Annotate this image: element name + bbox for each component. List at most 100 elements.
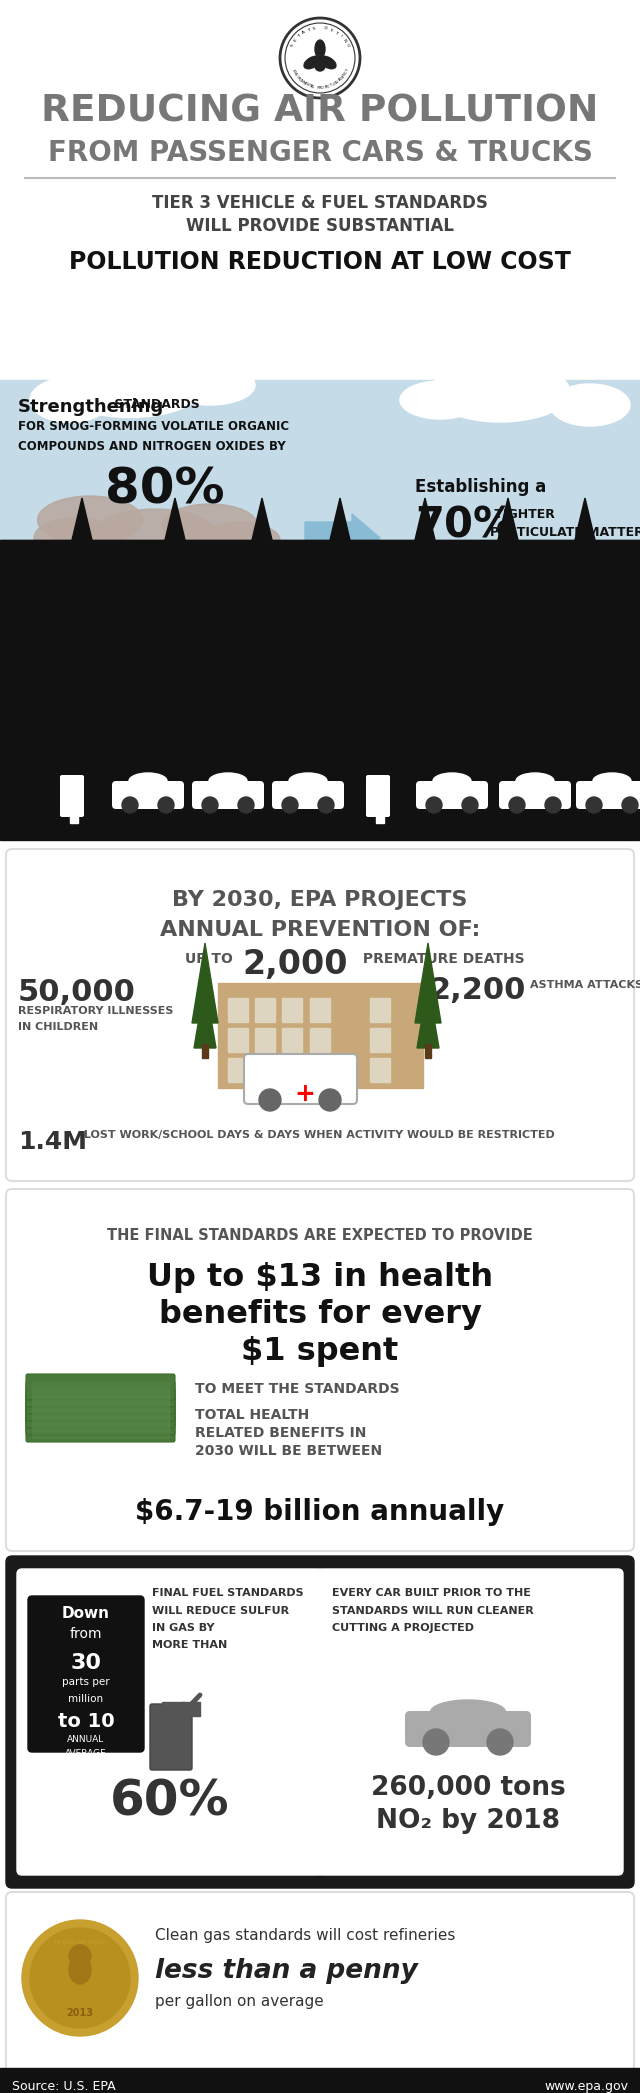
Bar (372, 540, 386, 571)
Text: less than a penny: less than a penny (155, 1957, 418, 1984)
Text: N: N (299, 80, 303, 84)
Ellipse shape (433, 772, 471, 789)
Text: +: + (294, 1082, 316, 1105)
Text: R: R (319, 86, 321, 90)
Ellipse shape (593, 772, 631, 789)
Ellipse shape (163, 504, 257, 546)
FancyBboxPatch shape (26, 1409, 175, 1436)
Bar (354, 540, 372, 582)
Text: $6.7-19 billion annually: $6.7-19 billion annually (136, 1499, 504, 1526)
Bar (284, 540, 294, 588)
Text: PREMATURE DEATHS: PREMATURE DEATHS (358, 952, 525, 967)
Text: ASTHMA ATTACKS: ASTHMA ATTACKS (530, 980, 640, 990)
Bar (594, 540, 618, 586)
Text: IN GOD WE TRUST: IN GOD WE TRUST (55, 1940, 105, 1944)
Polygon shape (415, 944, 441, 1023)
Text: per gallon on average: per gallon on average (155, 1995, 324, 2009)
Text: PARTICULATE MATTER: PARTICULATE MATTER (490, 525, 640, 540)
Circle shape (238, 797, 254, 812)
Bar (530, 540, 548, 592)
FancyBboxPatch shape (26, 1373, 175, 1400)
Text: Y: Y (345, 69, 349, 73)
Text: benefits for every: benefits for every (159, 1300, 481, 1329)
Bar (66, 540, 90, 649)
Text: TIGHTER: TIGHTER (490, 509, 555, 521)
Text: 50,000: 50,000 (18, 977, 136, 1007)
Text: NO₂ by 2018: NO₂ by 2018 (376, 1808, 560, 1833)
Text: 70%: 70% (415, 504, 515, 546)
Text: R: R (296, 75, 300, 80)
Text: Establishing a: Establishing a (415, 477, 547, 496)
Ellipse shape (200, 523, 280, 557)
Ellipse shape (516, 772, 554, 789)
Ellipse shape (431, 1700, 506, 1725)
Bar (376, 810, 384, 823)
Circle shape (282, 797, 298, 812)
FancyBboxPatch shape (416, 781, 488, 810)
Text: LOST WORK/SCHOOL DAYS & DAYS WHEN ACTIVITY WOULD BE RESTRICTED: LOST WORK/SCHOOL DAYS & DAYS WHEN ACTIVI… (80, 1130, 555, 1141)
Polygon shape (194, 984, 216, 1049)
Text: REDUCING AIR POLLUTION: REDUCING AIR POLLUTION (42, 94, 598, 130)
FancyBboxPatch shape (272, 781, 344, 810)
Bar (0, 659, 640, 839)
Circle shape (202, 797, 218, 812)
Text: E: E (341, 75, 346, 80)
Bar (582, 538, 588, 544)
Text: UP TO: UP TO (185, 952, 238, 967)
Polygon shape (330, 498, 350, 540)
Text: I: I (339, 33, 342, 38)
Bar (122, 540, 140, 588)
FancyBboxPatch shape (28, 1597, 144, 1752)
FancyBboxPatch shape (405, 1710, 531, 1748)
Text: TIER 3 VEHICLE & FUEL STANDARDS: TIER 3 VEHICLE & FUEL STANDARDS (152, 195, 488, 211)
Text: D: D (324, 27, 328, 31)
Text: Down: Down (62, 1605, 110, 1620)
Text: P: P (317, 86, 319, 90)
Circle shape (545, 797, 561, 812)
Circle shape (280, 19, 360, 98)
Text: FOR SMOG-FORMING VOLATILE ORGANIC: FOR SMOG-FORMING VOLATILE ORGANIC (18, 421, 289, 433)
FancyBboxPatch shape (60, 774, 84, 816)
Bar (312, 540, 326, 592)
FancyBboxPatch shape (6, 850, 634, 1180)
FancyBboxPatch shape (112, 781, 184, 810)
Circle shape (318, 797, 334, 812)
Text: Source: U.S. EPA: Source: U.S. EPA (12, 2080, 116, 2093)
Text: I: I (332, 84, 335, 88)
Bar (425, 1044, 431, 1057)
Text: C: C (327, 84, 331, 88)
Text: www.epa.gov: www.epa.gov (544, 2080, 628, 2093)
Bar (32, 1390, 169, 1402)
Bar (259, 538, 264, 544)
Bar (370, 998, 390, 1021)
Text: N: N (335, 80, 339, 86)
Bar (0, 0, 640, 381)
Bar (154, 540, 192, 622)
Text: $1 spent: $1 spent (241, 1335, 399, 1367)
Bar (162, 1702, 184, 1720)
Text: U: U (345, 44, 349, 48)
Bar (32, 1396, 169, 1411)
Text: T: T (323, 86, 326, 90)
Bar (32, 1411, 169, 1423)
Polygon shape (415, 498, 435, 540)
Bar (337, 538, 342, 544)
FancyBboxPatch shape (26, 1381, 175, 1406)
Ellipse shape (315, 40, 325, 59)
Text: L: L (312, 86, 315, 90)
Bar (32, 1381, 169, 1396)
Ellipse shape (38, 496, 143, 544)
Text: 2013: 2013 (67, 2007, 93, 2018)
Bar (410, 540, 428, 582)
Text: Strengthening: Strengthening (18, 398, 164, 417)
Text: 80%: 80% (105, 465, 225, 513)
Bar (90, 540, 122, 607)
Text: CUTTING A PROJECTED: CUTTING A PROJECTED (332, 1622, 474, 1633)
Text: T: T (307, 84, 310, 88)
Text: N: N (342, 73, 348, 77)
Bar (282, 1057, 302, 1082)
Bar (220, 540, 238, 582)
Text: E: E (329, 27, 333, 33)
FancyBboxPatch shape (150, 1704, 192, 1771)
Circle shape (285, 23, 355, 92)
